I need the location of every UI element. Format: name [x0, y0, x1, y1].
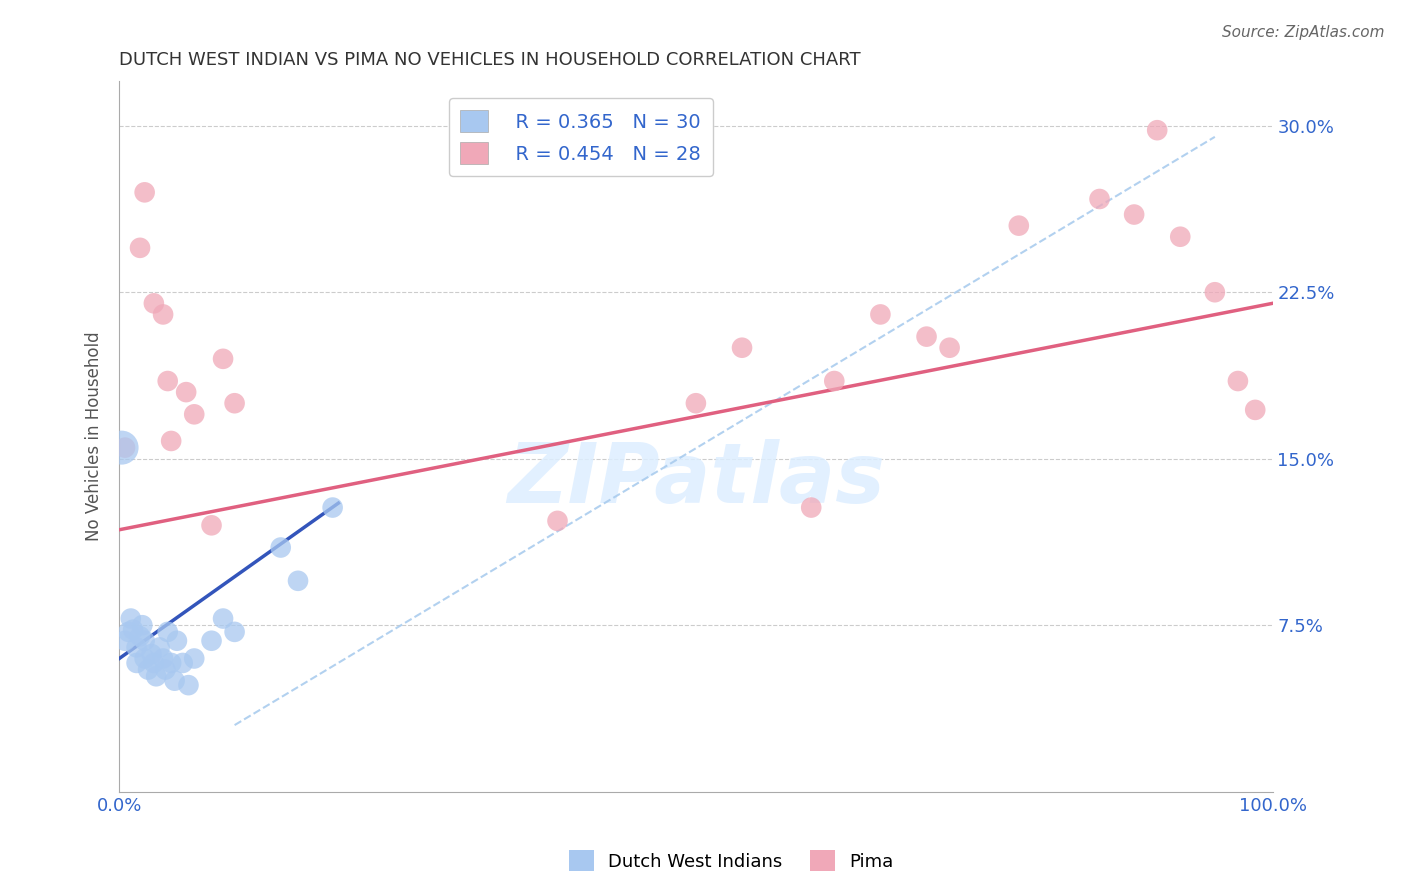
- Point: [134, 633, 156, 648]
- Point: [152, 308, 174, 322]
- Point: [685, 396, 707, 410]
- Point: [224, 624, 246, 639]
- Point: [1204, 285, 1226, 300]
- Point: [136, 663, 159, 677]
- Text: Source: ZipAtlas.com: Source: ZipAtlas.com: [1222, 25, 1385, 40]
- Point: [129, 241, 152, 255]
- Point: [117, 624, 139, 639]
- Point: [156, 374, 179, 388]
- Point: [160, 656, 183, 670]
- Point: [183, 407, 205, 421]
- Point: [145, 669, 167, 683]
- Point: [183, 651, 205, 665]
- Point: [131, 618, 153, 632]
- Point: [915, 329, 938, 343]
- Point: [160, 434, 183, 448]
- Point: [731, 341, 754, 355]
- Point: [1146, 123, 1168, 137]
- Point: [172, 656, 194, 670]
- Point: [869, 308, 891, 322]
- Point: [174, 385, 197, 400]
- Point: [141, 647, 163, 661]
- Point: [129, 629, 152, 643]
- Point: [177, 678, 200, 692]
- Point: [155, 663, 177, 677]
- Point: [270, 541, 292, 555]
- Legend: Dutch West Indians, Pima: Dutch West Indians, Pima: [561, 843, 901, 879]
- Point: [142, 656, 165, 670]
- Point: [287, 574, 309, 588]
- Point: [134, 186, 156, 200]
- Point: [125, 656, 148, 670]
- Point: [1244, 403, 1267, 417]
- Point: [212, 611, 235, 625]
- Point: [800, 500, 823, 515]
- Point: [149, 640, 172, 655]
- Text: DUTCH WEST INDIAN VS PIMA NO VEHICLES IN HOUSEHOLD CORRELATION CHART: DUTCH WEST INDIAN VS PIMA NO VEHICLES IN…: [120, 51, 860, 69]
- Point: [1088, 192, 1111, 206]
- Point: [200, 518, 222, 533]
- Point: [142, 296, 165, 310]
- Point: [1008, 219, 1031, 233]
- Point: [938, 341, 960, 355]
- Point: [114, 633, 136, 648]
- Point: [1123, 208, 1146, 222]
- Point: [547, 514, 569, 528]
- Point: [122, 623, 145, 637]
- Point: [166, 633, 188, 648]
- Point: [110, 441, 132, 455]
- Point: [212, 351, 235, 366]
- Text: ZIPatlas: ZIPatlas: [508, 439, 884, 520]
- Point: [152, 651, 174, 665]
- Point: [1168, 229, 1191, 244]
- Point: [823, 374, 845, 388]
- Point: [224, 396, 246, 410]
- Point: [156, 624, 179, 639]
- Point: [1226, 374, 1249, 388]
- Point: [163, 673, 186, 688]
- Point: [125, 640, 148, 655]
- Point: [114, 441, 136, 455]
- Point: [200, 633, 222, 648]
- Point: [134, 651, 156, 665]
- Y-axis label: No Vehicles in Household: No Vehicles in Household: [86, 332, 103, 541]
- Legend:   R = 0.365   N = 30,   R = 0.454   N = 28: R = 0.365 N = 30, R = 0.454 N = 28: [449, 98, 713, 176]
- Point: [322, 500, 344, 515]
- Point: [120, 611, 142, 625]
